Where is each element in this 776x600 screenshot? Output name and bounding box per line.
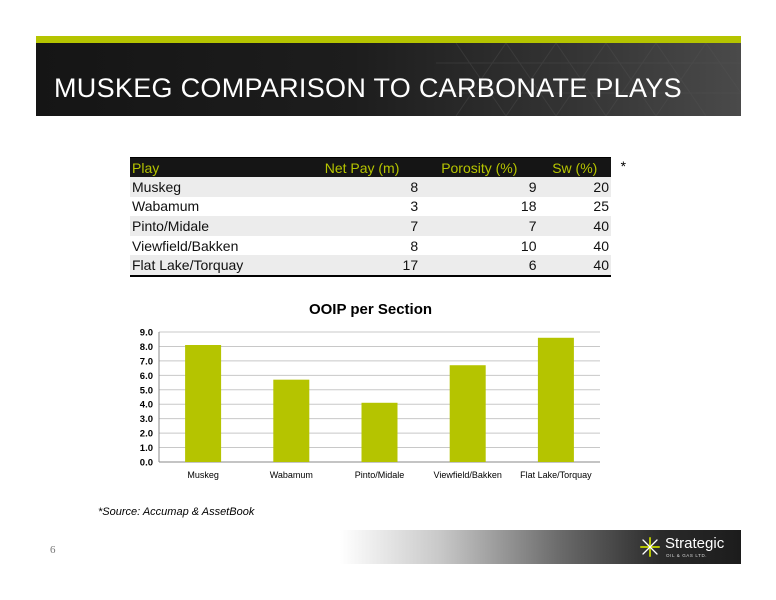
y-tick-label: 3.0 [140, 414, 153, 425]
cell-play: Viewfield/Bakken [132, 237, 239, 254]
bar [449, 365, 486, 462]
cell-play: Wabamum [132, 198, 200, 215]
table-header-row: Play Net Pay (m) Porosity (%) Sw (%) [130, 157, 611, 177]
column-header-play: Play [130, 157, 304, 177]
cell-porosity: 7 [420, 216, 539, 236]
header-accent-bar [36, 36, 741, 43]
cell-net-pay: 17 [304, 255, 421, 277]
y-tick-label: 0.0 [140, 458, 153, 469]
cell-porosity: 6 [420, 255, 539, 277]
x-tick-label: Viewfield/Bakken [434, 470, 502, 480]
star-burst-icon [640, 537, 660, 557]
bar [361, 402, 398, 462]
cell-play: Flat Lake/Torquay [130, 255, 304, 277]
y-tick-label: 1.0 [140, 443, 153, 454]
x-tick-label: Flat Lake/Torquay [520, 470, 592, 480]
y-tick-label: 8.0 [140, 342, 153, 353]
bar [273, 379, 310, 462]
table-row: Pinto/Midale 7 7 40 [130, 216, 611, 236]
comparison-table: Play Net Pay (m) Porosity (%) Sw (%) Mus… [130, 157, 611, 277]
company-logo: Strategic OIL & GAS LTD. [639, 534, 735, 562]
cell-porosity: 10 [520, 237, 537, 254]
page-title: MUSKEG COMPARISON TO CARBONATE PLAYS [54, 73, 682, 103]
cell-sw: 20 [538, 177, 611, 197]
ooip-bar-chart: 0.0 1.0 2.0 3.0 4.0 5.0 6.0 7.0 8.0 9.0 Muskeg Waba… [140, 328, 600, 480]
header-banner: MUSKEG COMPARISON TO CARBONATE PLAYS [36, 43, 741, 116]
page-number: 6 [50, 544, 56, 556]
bar [185, 345, 222, 462]
cell-net-pay: 7 [304, 216, 421, 236]
y-tick-label: 5.0 [140, 385, 153, 396]
cell-net-pay: 8 [304, 177, 421, 197]
footer-bar: Strategic OIL & GAS LTD. [340, 530, 741, 564]
logo-name: Strategic [665, 535, 725, 552]
cell-net-pay: 3 [410, 198, 419, 215]
column-header-sw: Sw (%) [538, 157, 611, 177]
cell-play: Muskeg [130, 177, 304, 197]
x-tick-label: Wabamum [270, 470, 313, 480]
y-tick-label: 4.0 [140, 400, 153, 411]
column-header-net-pay: Net Pay (m) [304, 157, 421, 177]
cell-porosity: 9 [420, 177, 539, 197]
chart-title: OOIP per Section [308, 301, 433, 318]
x-tick-label: Muskeg [187, 470, 219, 480]
cell-porosity: 18 [520, 198, 537, 215]
table-row: Wabamum 3 18 25 [130, 197, 611, 217]
y-tick-label: 9.0 [140, 328, 153, 339]
y-tick-label: 6.0 [140, 371, 153, 382]
cell-sw: 40 [538, 255, 611, 277]
cell-sw: 40 [593, 237, 609, 254]
y-tick-label: 2.0 [140, 429, 153, 440]
cell-play: Pinto/Midale [130, 216, 304, 236]
logo-subtitle: OIL & GAS LTD. [666, 553, 708, 558]
header-background-pattern [436, 43, 741, 116]
cell-net-pay: 8 [410, 237, 419, 254]
cell-sw: 40 [538, 216, 611, 236]
bar [537, 337, 574, 462]
table-row: Flat Lake/Torquay 17 6 40 [130, 255, 611, 277]
y-tick-label: 7.0 [140, 356, 153, 367]
source-note: *Source: Accumap & AssetBook [98, 506, 255, 518]
x-tick-label: Pinto/Midale [355, 470, 405, 480]
cell-sw: 25 [593, 198, 609, 215]
footnote-marker: * [620, 158, 626, 174]
column-header-porosity: Porosity (%) [420, 157, 539, 177]
table-row: Viewfield/Bakken 8 10 40 [130, 236, 611, 256]
table-row: Muskeg 8 9 20 [130, 177, 611, 197]
